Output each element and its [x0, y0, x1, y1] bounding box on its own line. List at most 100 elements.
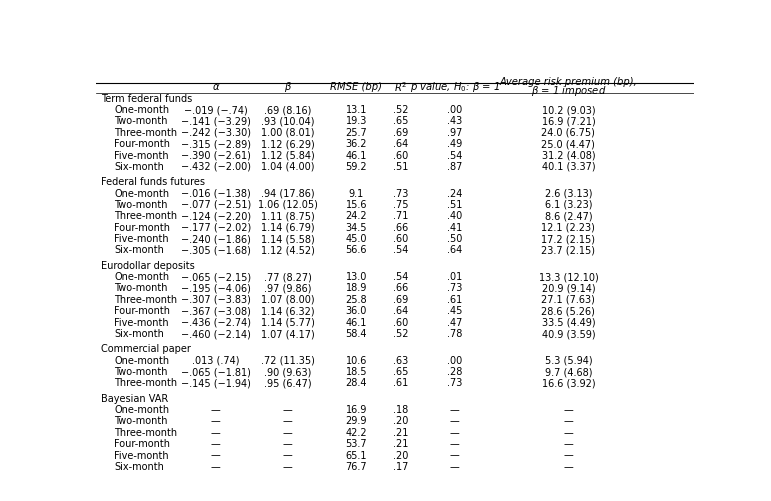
- Text: Three-month: Three-month: [114, 211, 177, 221]
- Text: —: —: [211, 428, 221, 438]
- Text: .87: .87: [447, 162, 463, 172]
- Text: .97 (9.86): .97 (9.86): [264, 284, 311, 294]
- Text: 42.2: 42.2: [345, 428, 367, 438]
- Text: .65: .65: [393, 116, 409, 126]
- Text: 2.6 (3.13): 2.6 (3.13): [544, 188, 592, 198]
- Text: Six-month: Six-month: [114, 329, 164, 339]
- Text: RMSE (bp): RMSE (bp): [330, 82, 382, 92]
- Text: 1.11 (8.75): 1.11 (8.75): [261, 211, 315, 221]
- Text: .94 (17.86): .94 (17.86): [261, 188, 315, 198]
- Text: 58.4: 58.4: [345, 329, 367, 339]
- Text: .65: .65: [393, 367, 409, 377]
- Text: 1.04 (4.00): 1.04 (4.00): [261, 162, 315, 172]
- Text: 1.06 (12.05): 1.06 (12.05): [258, 200, 318, 210]
- Text: .61: .61: [447, 295, 463, 305]
- Text: 10.6: 10.6: [345, 356, 367, 366]
- Text: .24: .24: [447, 188, 463, 198]
- Text: 15.6: 15.6: [345, 200, 367, 210]
- Text: .78: .78: [447, 329, 463, 339]
- Text: .52: .52: [393, 105, 409, 115]
- Text: .61: .61: [393, 378, 409, 388]
- Text: 1.14 (6.32): 1.14 (6.32): [261, 306, 315, 316]
- Text: —: —: [283, 462, 292, 472]
- Text: —: —: [211, 439, 221, 449]
- Text: .73: .73: [447, 378, 463, 388]
- Text: 28.4: 28.4: [345, 378, 367, 388]
- Text: 5.3 (5.94): 5.3 (5.94): [544, 356, 592, 366]
- Text: 12.1 (2.23): 12.1 (2.23): [541, 223, 595, 233]
- Text: Bayesian VAR: Bayesian VAR: [101, 394, 168, 404]
- Text: —: —: [450, 416, 460, 426]
- Text: 16.6 (3.92): 16.6 (3.92): [541, 378, 595, 388]
- Text: 29.9: 29.9: [345, 416, 367, 426]
- Text: −.124 (−2.20): −.124 (−2.20): [181, 211, 251, 221]
- Text: 45.0: 45.0: [345, 234, 367, 244]
- Text: −.242 (−3.30): −.242 (−3.30): [181, 128, 251, 138]
- Text: −.065 (−1.81): −.065 (−1.81): [181, 367, 251, 377]
- Text: .013 (.74): .013 (.74): [192, 356, 240, 366]
- Text: 59.2: 59.2: [345, 162, 367, 172]
- Text: 1.12 (6.29): 1.12 (6.29): [261, 139, 315, 149]
- Text: .45: .45: [447, 306, 463, 316]
- Text: Three-month: Three-month: [114, 428, 177, 438]
- Text: $p$ value, $H_0$: $\beta$ = 1: $p$ value, $H_0$: $\beta$ = 1: [410, 80, 500, 94]
- Text: −.077 (−2.51): −.077 (−2.51): [180, 200, 251, 210]
- Text: 1.00 (8.01): 1.00 (8.01): [261, 128, 315, 138]
- Text: 1.14 (6.79): 1.14 (6.79): [261, 223, 315, 233]
- Text: .90 (9.63): .90 (9.63): [264, 367, 311, 377]
- Text: 18.9: 18.9: [345, 284, 367, 294]
- Text: .75: .75: [393, 200, 409, 210]
- Text: —: —: [564, 450, 574, 460]
- Text: —: —: [211, 416, 221, 426]
- Text: Five-month: Five-month: [114, 450, 169, 460]
- Text: 9.1: 9.1: [348, 188, 364, 198]
- Text: 18.5: 18.5: [345, 367, 367, 377]
- Text: 53.7: 53.7: [345, 439, 367, 449]
- Text: .63: .63: [393, 356, 409, 366]
- Text: 1.12 (4.52): 1.12 (4.52): [261, 245, 315, 256]
- Text: .47: .47: [447, 318, 463, 328]
- Text: Federal funds futures: Federal funds futures: [101, 177, 205, 187]
- Text: .21: .21: [393, 428, 409, 438]
- Text: .01: .01: [447, 272, 463, 282]
- Text: —: —: [211, 405, 221, 415]
- Text: 27.1 (7.63): 27.1 (7.63): [541, 295, 595, 305]
- Text: .54: .54: [447, 151, 463, 161]
- Text: 40.1 (3.37): 40.1 (3.37): [541, 162, 595, 172]
- Text: −.145 (−1.94): −.145 (−1.94): [181, 378, 251, 388]
- Text: −.315 (−2.89): −.315 (−2.89): [181, 139, 251, 149]
- Text: Eurodollar deposits: Eurodollar deposits: [101, 261, 195, 271]
- Text: −.460 (−2.14): −.460 (−2.14): [181, 329, 251, 339]
- Text: Two-month: Two-month: [114, 416, 168, 426]
- Text: Five-month: Five-month: [114, 151, 169, 161]
- Text: Four-month: Four-month: [114, 439, 170, 449]
- Text: .77 (8.27): .77 (8.27): [264, 272, 311, 282]
- Text: .73: .73: [393, 188, 409, 198]
- Text: 8.6 (2.47): 8.6 (2.47): [544, 211, 592, 221]
- Text: .51: .51: [447, 200, 463, 210]
- Text: 34.5: 34.5: [345, 223, 367, 233]
- Text: −.436 (−2.74): −.436 (−2.74): [181, 318, 251, 328]
- Text: 46.1: 46.1: [345, 318, 367, 328]
- Text: .41: .41: [447, 223, 463, 233]
- Text: .20: .20: [393, 450, 409, 460]
- Text: 1.14 (5.58): 1.14 (5.58): [261, 234, 315, 244]
- Text: Two-month: Two-month: [114, 116, 168, 126]
- Text: .71: .71: [393, 211, 409, 221]
- Text: —: —: [283, 439, 292, 449]
- Text: $\beta$ = 1 imposed: $\beta$ = 1 imposed: [530, 84, 606, 98]
- Text: 1.14 (5.77): 1.14 (5.77): [261, 318, 315, 328]
- Text: −.390 (−2.61): −.390 (−2.61): [181, 151, 251, 161]
- Text: —: —: [564, 439, 574, 449]
- Text: .00: .00: [447, 356, 463, 366]
- Text: 56.6: 56.6: [345, 245, 367, 256]
- Text: .60: .60: [393, 318, 409, 328]
- Text: 76.7: 76.7: [345, 462, 367, 472]
- Text: Average risk premium (bp),: Average risk premium (bp),: [500, 77, 638, 87]
- Text: —: —: [211, 450, 221, 460]
- Text: Five-month: Five-month: [114, 318, 169, 328]
- Text: —: —: [450, 462, 460, 472]
- Text: −.016 (−1.38): −.016 (−1.38): [181, 188, 251, 198]
- Text: −.195 (−4.06): −.195 (−4.06): [181, 284, 251, 294]
- Text: $\beta$: $\beta$: [284, 80, 291, 94]
